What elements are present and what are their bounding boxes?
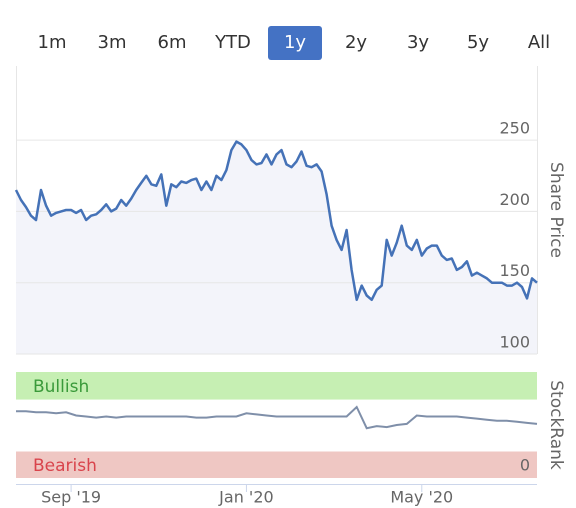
y-tick-label: 150 — [499, 261, 530, 280]
price-area — [16, 141, 537, 354]
y-tick-label: 100 — [499, 333, 530, 352]
range-button[interactable]: 6m — [158, 32, 187, 53]
y-tick-label: 200 — [499, 190, 530, 209]
range-button[interactable]: 2y — [345, 32, 367, 53]
rank-band — [16, 451, 537, 478]
rank-band-label: Bullish — [33, 377, 89, 397]
price-line — [14, 140, 538, 302]
range-button-bg[interactable] — [268, 26, 322, 60]
y-axis-title: Share Price — [546, 162, 566, 258]
range-button[interactable]: All — [528, 32, 550, 53]
range-button[interactable]: 1m — [38, 32, 67, 53]
rank-band-label: Bearish — [33, 456, 97, 476]
x-tick-label: Sep '19 — [41, 488, 101, 507]
y-tick-label: 250 — [499, 119, 530, 138]
x-tick-label: May '20 — [390, 488, 453, 507]
rank-band — [16, 372, 537, 400]
range-button[interactable]: 3y — [407, 32, 429, 53]
y-axis-title: StockRank — [546, 380, 566, 470]
range-button[interactable]: 3m — [98, 32, 127, 53]
x-tick-label: Jan '20 — [218, 488, 274, 507]
y-tick-label: 0 — [520, 456, 530, 475]
range-button[interactable]: 5y — [467, 32, 489, 53]
range-button[interactable]: YTD — [214, 32, 251, 53]
range-selector: 1m 3m 6m YTD 1y 2y 3y 5y All — [38, 26, 550, 60]
range-button[interactable]: 1y — [284, 32, 306, 53]
rank-line — [16, 405, 538, 430]
